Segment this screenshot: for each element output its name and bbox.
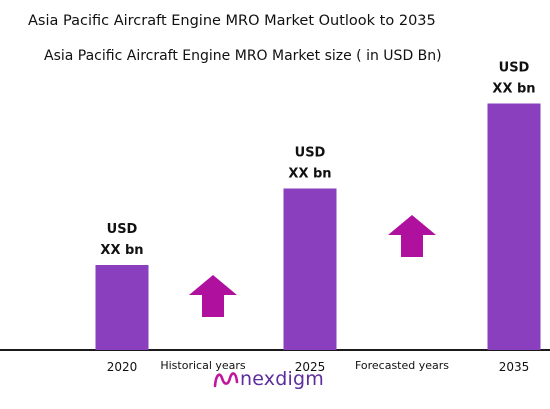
bar-2020 xyxy=(95,265,149,350)
annotation-0: Historical years xyxy=(160,359,246,372)
data-label-2025-1: XX bn xyxy=(288,167,331,182)
data-label-2020-1: XX bn xyxy=(100,243,143,258)
tick-label-2035: 2035 xyxy=(499,360,530,374)
growth-arrow-icon xyxy=(388,215,436,257)
data-label-2035-1: XX bn xyxy=(492,82,535,97)
logo-wordmark: nexdigm xyxy=(240,368,324,390)
growth-arrow-icon xyxy=(189,275,237,317)
bar-2035 xyxy=(487,103,541,350)
nexdigm-logo: nexdigm xyxy=(212,368,324,390)
data-label-2020-0: USD xyxy=(107,222,138,237)
tick-label-2020: 2020 xyxy=(107,360,138,374)
annotation-1: Forecasted years xyxy=(355,359,449,372)
tick-label-2025: 2025 xyxy=(295,360,326,374)
data-label-2025-0: USD xyxy=(295,146,326,161)
nexdigm-logo-icon xyxy=(213,372,239,388)
data-label-2035-0: USD xyxy=(499,61,530,76)
chart-title: Asia Pacific Aircraft Engine MRO Market … xyxy=(28,13,436,29)
bar-2025 xyxy=(283,188,337,350)
chart-subtitle: Asia Pacific Aircraft Engine MRO Market … xyxy=(44,48,442,64)
